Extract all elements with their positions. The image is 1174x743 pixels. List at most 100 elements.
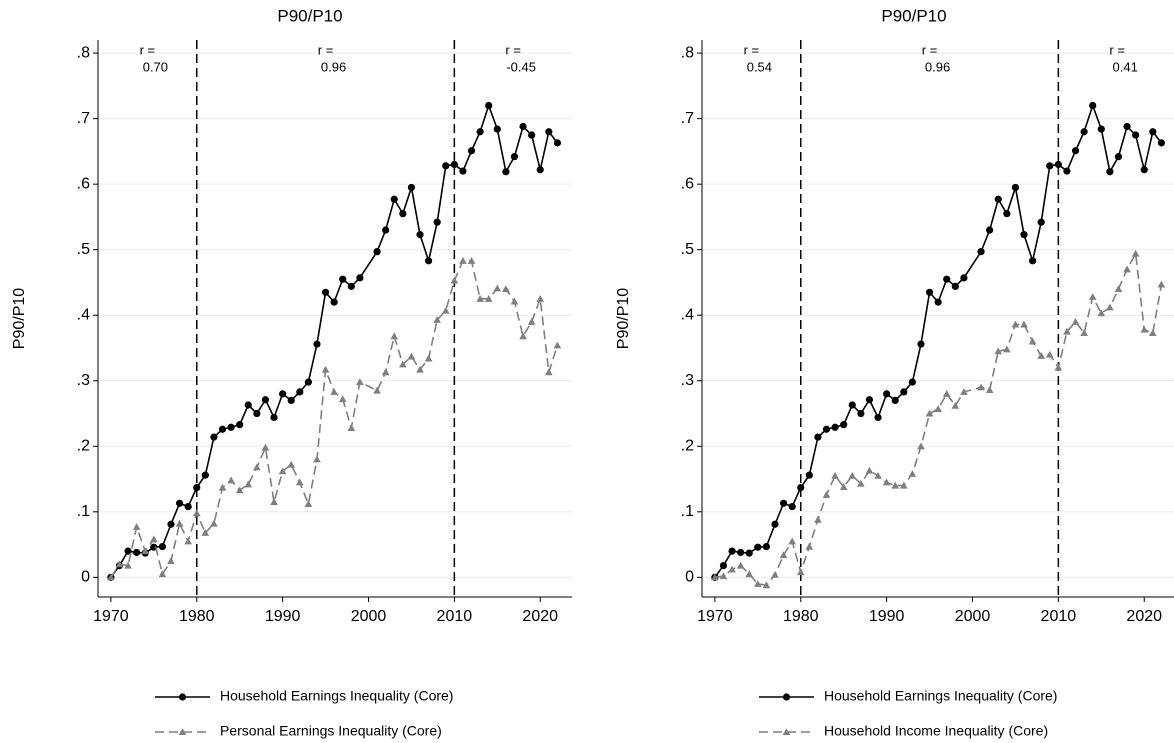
data-point bbox=[754, 543, 762, 551]
data-point bbox=[874, 413, 882, 422]
data-point bbox=[184, 537, 192, 545]
data-point bbox=[399, 210, 407, 218]
series-line bbox=[110, 103, 559, 578]
data-point bbox=[304, 500, 313, 507]
data-point bbox=[1080, 128, 1088, 136]
data-point bbox=[1011, 320, 1020, 328]
x-tick-label: 2010 bbox=[1041, 608, 1077, 625]
data-point bbox=[107, 573, 115, 581]
legend-item: Personal Earnings Inequality (Core) bbox=[155, 723, 442, 739]
data-point bbox=[218, 483, 227, 491]
x-tick-label: 2020 bbox=[1126, 608, 1162, 625]
data-point bbox=[1088, 293, 1097, 300]
legend-marker bbox=[782, 728, 791, 736]
y-axis-label: P90/P10 bbox=[11, 288, 28, 349]
data-point bbox=[201, 528, 210, 536]
y-tick-label: 0 bbox=[81, 569, 90, 586]
data-point bbox=[831, 423, 839, 431]
annotation: 0.96 bbox=[925, 59, 950, 74]
annotation: r = bbox=[505, 42, 521, 57]
data-point bbox=[917, 442, 925, 450]
data-point bbox=[553, 139, 562, 147]
legend-marker bbox=[782, 693, 791, 701]
data-point bbox=[1003, 345, 1011, 353]
annotation: r = bbox=[1109, 42, 1125, 57]
data-point bbox=[994, 195, 1002, 203]
data-point bbox=[865, 396, 874, 404]
data-point bbox=[1080, 329, 1088, 336]
data-point bbox=[925, 288, 934, 296]
y-tick-label: .7 bbox=[77, 110, 90, 127]
data-point bbox=[476, 128, 484, 136]
data-point bbox=[908, 470, 917, 477]
data-point bbox=[1097, 125, 1105, 133]
legend-label: Household Income Inequality (Core) bbox=[824, 723, 1048, 739]
y-tick-label: .8 bbox=[77, 44, 90, 61]
data-point bbox=[433, 316, 441, 323]
data-point bbox=[882, 478, 891, 486]
data-point bbox=[347, 282, 355, 290]
data-point bbox=[891, 396, 899, 405]
data-point bbox=[261, 396, 270, 404]
legend-item: Household Earnings Inequality (Core) bbox=[759, 688, 1057, 704]
data-point bbox=[1011, 183, 1020, 192]
data-point bbox=[1140, 325, 1149, 333]
data-point bbox=[805, 471, 813, 479]
data-point bbox=[1149, 128, 1157, 136]
data-point bbox=[951, 401, 960, 409]
data-point bbox=[779, 499, 788, 507]
data-point bbox=[1063, 327, 1071, 335]
data-point bbox=[814, 433, 822, 441]
data-point bbox=[175, 499, 184, 507]
data-point bbox=[1157, 139, 1166, 147]
data-point bbox=[381, 368, 390, 376]
x-tick-label: 2020 bbox=[522, 608, 558, 625]
data-point bbox=[1020, 320, 1028, 328]
y-tick-label: .5 bbox=[77, 241, 90, 258]
data-point bbox=[942, 390, 951, 397]
y-axis-label: P90/P10 bbox=[615, 288, 632, 349]
annotation: r = bbox=[318, 42, 334, 57]
series-line bbox=[714, 103, 1163, 578]
data-point bbox=[754, 580, 762, 587]
data-point bbox=[1097, 309, 1106, 317]
data-point bbox=[407, 352, 416, 360]
data-point bbox=[1037, 352, 1045, 359]
data-point bbox=[943, 275, 951, 283]
data-point bbox=[1114, 153, 1123, 161]
annotation: 0.54 bbox=[747, 59, 772, 74]
data-point bbox=[857, 479, 865, 487]
data-point bbox=[244, 480, 253, 488]
data-point bbox=[1020, 231, 1028, 239]
data-point bbox=[218, 425, 227, 433]
data-point bbox=[295, 478, 304, 486]
data-point bbox=[840, 421, 848, 429]
data-point bbox=[994, 347, 1003, 355]
data-point bbox=[553, 341, 562, 349]
y-tick-label: .2 bbox=[77, 438, 90, 455]
data-point bbox=[442, 162, 450, 170]
data-point bbox=[115, 560, 124, 568]
data-point bbox=[433, 218, 441, 226]
x-tick-label: 2010 bbox=[437, 608, 473, 625]
data-point bbox=[1157, 280, 1166, 288]
data-point bbox=[261, 443, 270, 451]
data-point bbox=[536, 166, 544, 174]
chart-title: P90/P10 bbox=[277, 6, 342, 25]
data-point bbox=[762, 542, 771, 551]
data-point bbox=[528, 131, 536, 139]
data-point bbox=[1028, 257, 1037, 265]
data-point bbox=[1123, 122, 1131, 131]
y-tick-label: .3 bbox=[77, 372, 90, 389]
data-point bbox=[822, 490, 831, 498]
data-point bbox=[545, 128, 553, 136]
data-point bbox=[132, 523, 141, 530]
data-point bbox=[848, 471, 857, 479]
data-point bbox=[313, 455, 321, 463]
data-point bbox=[493, 125, 501, 133]
x-tick-label: 1970 bbox=[697, 608, 733, 625]
y-tick-label: .2 bbox=[681, 438, 694, 455]
data-point bbox=[167, 557, 175, 564]
legend-marker bbox=[178, 728, 187, 736]
data-point bbox=[805, 542, 814, 550]
